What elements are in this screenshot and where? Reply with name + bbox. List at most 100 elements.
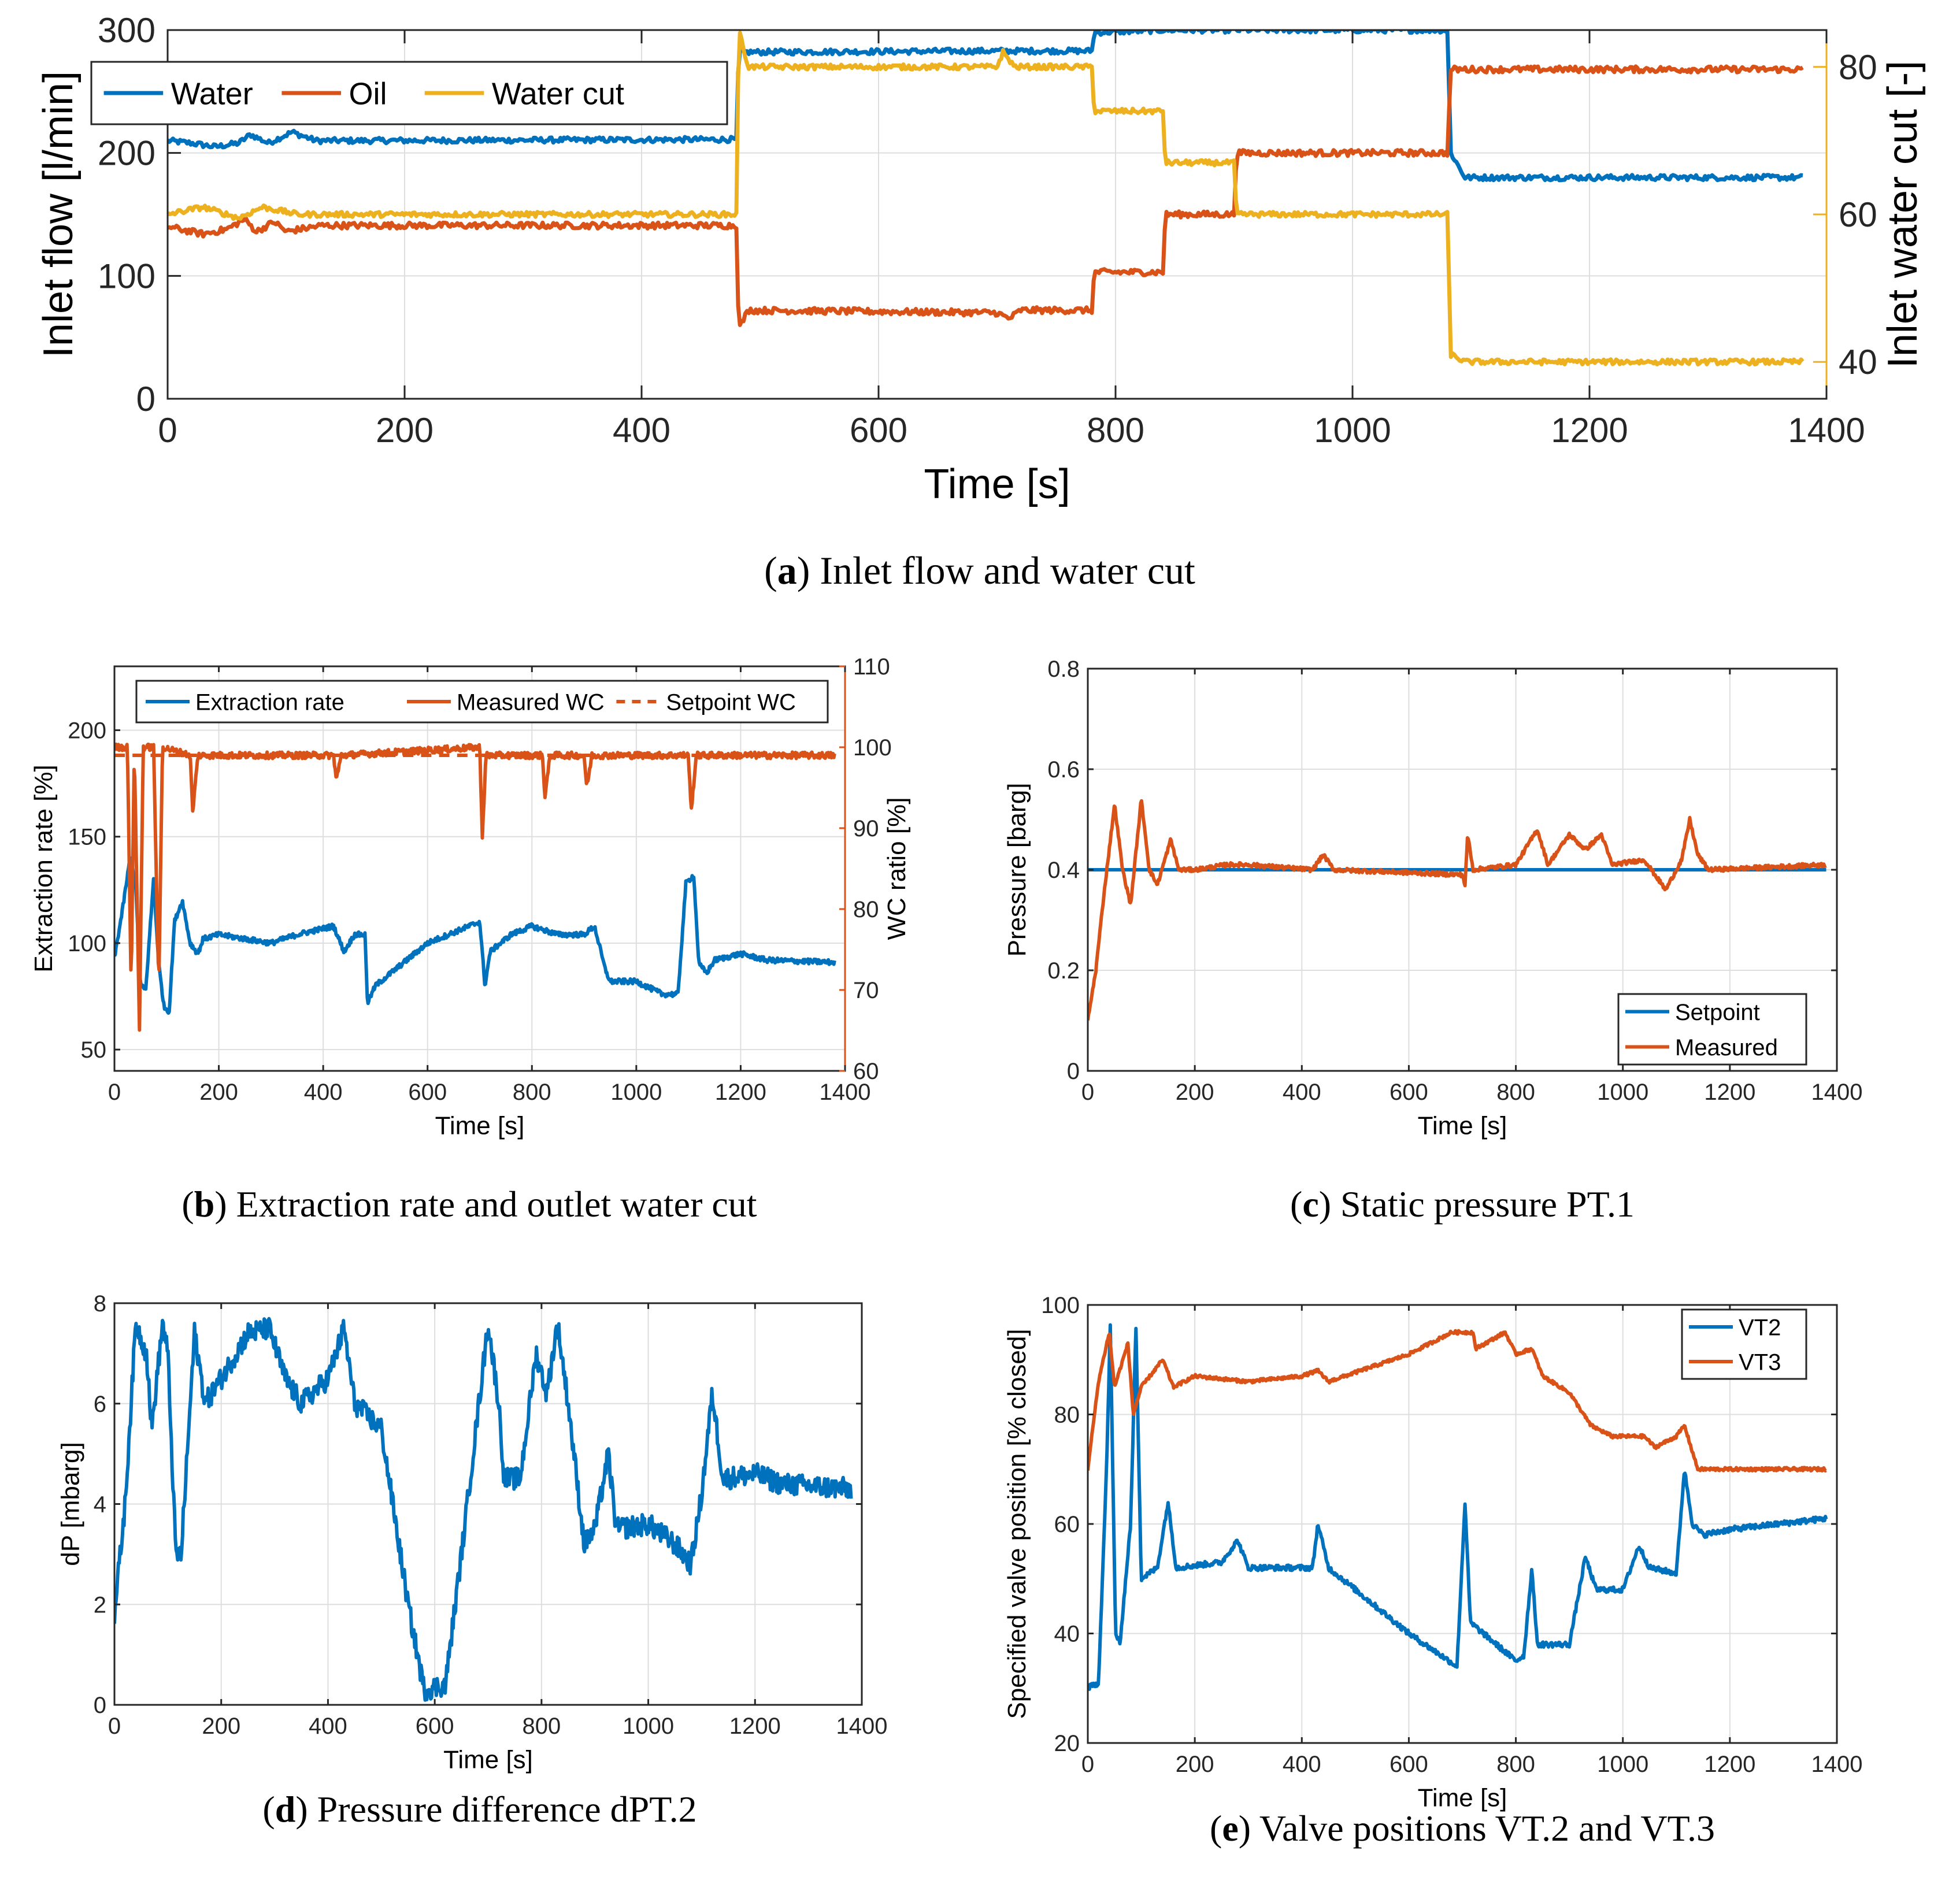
legend-label: Oil [349, 76, 387, 111]
series-line-measured [1088, 799, 1828, 1021]
x-tick-label: 0 [108, 1714, 121, 1739]
x-tick-label: 1000 [1597, 1080, 1648, 1105]
x-tick-label: 1000 [1597, 1752, 1648, 1777]
x-tick-label: 1000 [610, 1080, 662, 1105]
legend: Extraction rate Measured WC Setpoint WC [135, 680, 829, 724]
legend-box [90, 61, 728, 125]
panel-d: 0 200 400 600 800 1000 1200 1400 0 2 4 6 8 Time [s] dP… [57, 1291, 888, 1830]
legend-label: Measured WC [457, 689, 605, 715]
panel-a: 0 200 400 600 800 1000 1200 1400 0 100 200 300 40 60 8… [35, 11, 1926, 592]
legend-label: Setpoint [1675, 1000, 1760, 1025]
y-tick-label: 100 [1041, 1293, 1080, 1318]
y2-axis-label: Inlet water cut [-] [1880, 61, 1926, 368]
legend-box [135, 680, 829, 724]
x-tick-label: 0 [158, 411, 177, 450]
x-tick-label: 400 [304, 1080, 343, 1105]
y-tick-label: 8 [94, 1291, 106, 1316]
y-tick-label: 150 [68, 825, 106, 850]
x-tick-label: 0 [1081, 1080, 1094, 1105]
y-tick-label: 0.6 [1047, 757, 1080, 782]
x-axis-label: Time [s] [1418, 1111, 1507, 1140]
x-tick-label: 800 [1496, 1080, 1535, 1105]
y-axis-label: dP [mbarg] [57, 1442, 85, 1566]
x-tick-label: 1200 [715, 1080, 766, 1105]
y-tick-label: 4 [94, 1492, 106, 1518]
x-tick-label: 800 [1496, 1752, 1535, 1777]
x-tick-label: 1200 [729, 1714, 781, 1739]
y2-tick-label: 100 [853, 735, 892, 761]
y-tick-label: 200 [68, 718, 106, 744]
x-tick-label: 200 [199, 1080, 238, 1105]
series-line-vt3 [1088, 1329, 1828, 1473]
x-tick-label: 1400 [1811, 1080, 1863, 1105]
y-axis-label: Inlet flow [l/min] [35, 71, 81, 358]
x-tick-label: 1400 [820, 1080, 871, 1105]
x-tick-label: 1200 [1704, 1752, 1755, 1777]
x-tick-label: 600 [850, 411, 907, 450]
legend-label: VT2 [1739, 1315, 1781, 1340]
legend-label: Setpoint WC [666, 689, 796, 715]
y-tick-label: 0 [94, 1693, 106, 1718]
legend-box [1681, 1308, 1807, 1380]
y-tick-label: 2 [94, 1592, 106, 1618]
caption-e: (e) Valve positions VT.2 and VT.3 [1210, 1808, 1715, 1849]
y-tick-label: 6 [94, 1392, 106, 1417]
x-tick-label: 400 [309, 1714, 347, 1739]
x-tick-label: 200 [1176, 1752, 1214, 1777]
legend-box [1617, 993, 1807, 1066]
y-tick-label: 80 [1054, 1403, 1080, 1428]
y2-axis-label: WC ratio [%] [883, 798, 911, 940]
caption-d: (d) Pressure difference dPT.2 [262, 1789, 696, 1830]
x-tick-label: 1000 [623, 1714, 674, 1739]
x-tick-label: 200 [1176, 1080, 1214, 1105]
x-tick-label: 0 [1081, 1752, 1094, 1777]
caption-letter: e [1222, 1808, 1238, 1849]
y2-tick-label: 80 [853, 897, 879, 922]
y-tick-label: 20 [1054, 1731, 1080, 1756]
caption-c: (c) Static pressure PT.1 [1290, 1184, 1635, 1225]
x-tick-label: 400 [613, 411, 670, 450]
y-tick-label: 0.8 [1047, 657, 1080, 682]
y-tick-label: 0 [1067, 1059, 1080, 1084]
x-axis-label: Time [s] [443, 1745, 533, 1774]
x-axis-label: Time [s] [924, 461, 1070, 507]
x-tick-label: 1200 [1704, 1080, 1755, 1105]
panel-c: 0 200 400 600 800 1000 1200 1400 0 0.2 0.4 0.6 0.8 Ti… [1003, 657, 1862, 1225]
x-tick-label: 800 [522, 1714, 561, 1739]
panel-e: 0 200 400 600 800 1000 1200 1400 20 40 60 80 100 Time… [1003, 1293, 1862, 1849]
series-line-water-cut [168, 31, 1805, 367]
caption-letter: b [194, 1184, 215, 1225]
legend: Water Oil Water cut [90, 61, 728, 125]
y-tick-label: 60 [1054, 1512, 1080, 1537]
y-tick-label: 0 [136, 380, 155, 418]
x-tick-label: 400 [1283, 1080, 1321, 1105]
x-tick-label: 400 [1283, 1752, 1321, 1777]
series-line-water [168, 30, 1803, 183]
y-tick-label: 0.4 [1047, 858, 1080, 883]
caption-letter: a [777, 548, 797, 592]
y2-tick-label: 110 [853, 654, 890, 680]
series-line-vt2 [1088, 1323, 1828, 1691]
legend-label: Water cut [492, 76, 624, 111]
caption-b: (b) Extraction rate and outlet water cut [181, 1184, 757, 1225]
y-axis-label: Specified valve position [% closed] [1003, 1329, 1031, 1719]
series-line-extraction-rate [114, 856, 836, 1015]
series-line-dpt-2 [114, 1316, 853, 1702]
x-tick-label: 600 [1390, 1080, 1428, 1105]
x-tick-label: 600 [408, 1080, 447, 1105]
y-tick-label: 40 [1054, 1622, 1080, 1647]
y2-tick-label: 60 [853, 1059, 879, 1084]
legend-label: Water [171, 76, 253, 111]
caption-letter: c [1302, 1184, 1318, 1225]
panel-b: 0 200 400 600 800 1000 1200 1400 50 100 150 200 60 70… [29, 654, 911, 1225]
x-tick-label: 600 [1390, 1752, 1428, 1777]
x-tick-label: 600 [416, 1714, 454, 1739]
y2-tick-label: 90 [853, 816, 879, 841]
x-tick-label: 200 [376, 411, 434, 450]
x-tick-label: 0 [108, 1080, 121, 1105]
y2-tick-label: 80 [1839, 48, 1877, 87]
x-tick-label: 1400 [836, 1714, 888, 1739]
x-tick-label: 800 [513, 1080, 551, 1105]
y-tick-label: 100 [98, 257, 155, 295]
